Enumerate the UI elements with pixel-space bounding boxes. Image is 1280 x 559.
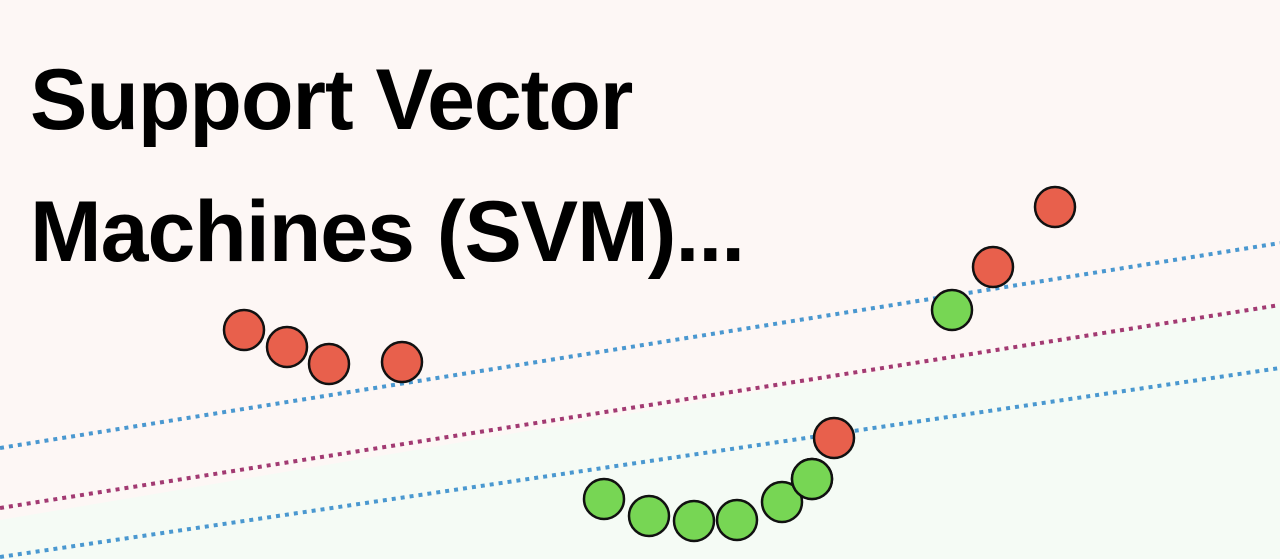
- red-data-point: [307, 342, 351, 386]
- green-data-point: [790, 457, 834, 501]
- green-data-point: [715, 498, 759, 542]
- green-data-point: [627, 494, 671, 538]
- red-data-point: [380, 340, 424, 384]
- title-line-1: Support Vector: [30, 52, 633, 148]
- upper-margin-line: [0, 241, 1280, 450]
- red-data-point: [222, 308, 266, 352]
- green-data-point: [930, 288, 974, 332]
- green-data-point: [760, 480, 804, 524]
- red-data-point: [812, 416, 856, 460]
- red-data-point: [971, 245, 1015, 289]
- red-data-point: [1033, 185, 1077, 229]
- page-title: Support Vector Machines (SVM)...: [30, 34, 745, 298]
- green-data-point: [582, 477, 626, 521]
- lower-region-background: [0, 304, 1280, 559]
- green-data-point: [672, 499, 716, 543]
- title-line-2: Machines (SVM)...: [30, 184, 745, 280]
- red-data-point: [265, 325, 309, 369]
